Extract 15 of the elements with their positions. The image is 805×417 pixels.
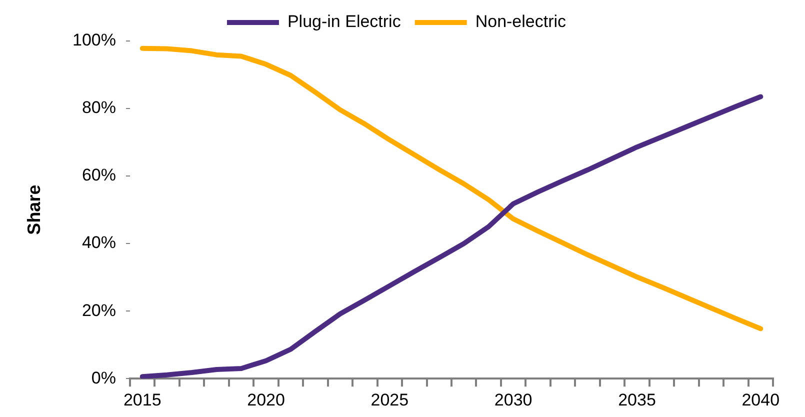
y-axis-title: Share: [24, 184, 44, 235]
x-tick-label: 2015: [123, 390, 162, 410]
y-tick-label: 0%: [91, 368, 116, 388]
legend-label: Non-electric: [475, 12, 567, 32]
y-tick-label: 60%: [82, 166, 116, 185]
y-tick-label: 20%: [82, 300, 116, 320]
x-tick-label: 2020: [247, 390, 285, 410]
y-tick-label: 40%: [82, 233, 116, 252]
x-tick-label: 2030: [494, 390, 532, 410]
legend-label: Plug-in Electric: [287, 12, 402, 32]
x-tick-label: 2040: [742, 390, 780, 410]
x-tick-label: 2025: [370, 390, 409, 410]
x-tick-label: 2035: [618, 390, 656, 410]
y-tick-label: 80%: [82, 98, 116, 118]
y-tick-label: 100%: [72, 30, 116, 50]
